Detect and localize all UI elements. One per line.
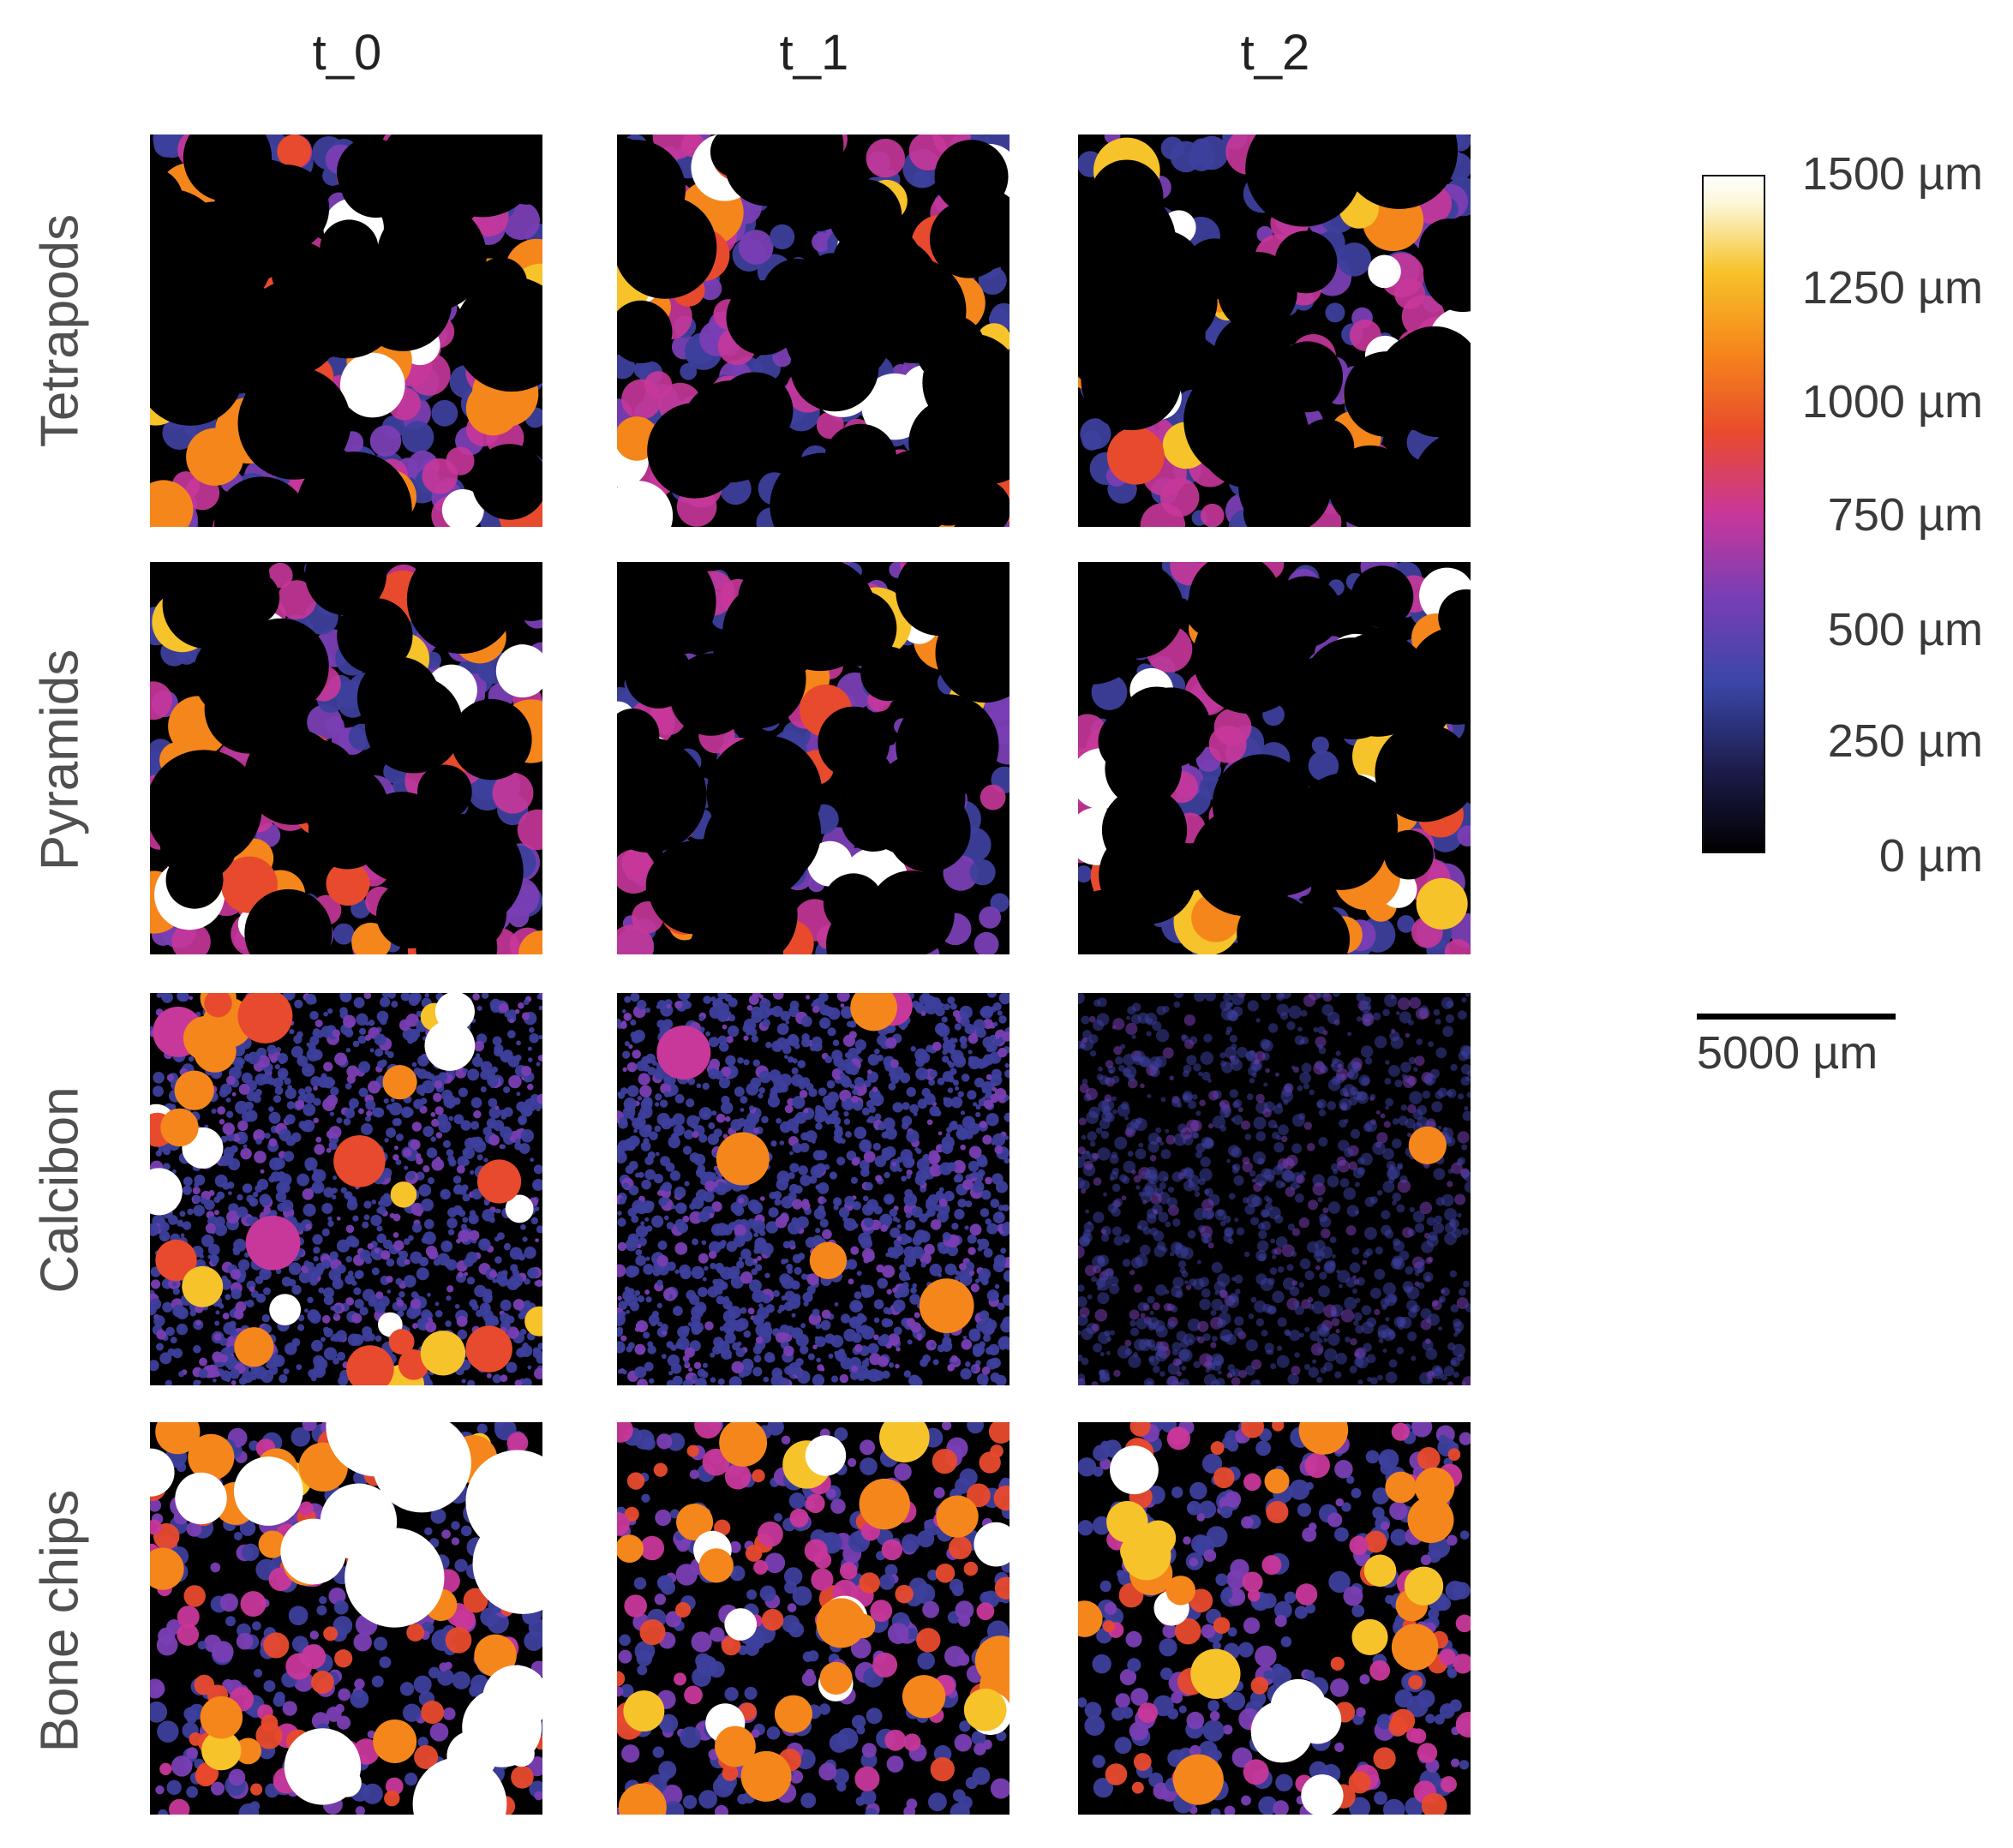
panel-pyramids-t1 [617, 562, 1009, 954]
panel-bone-chips-t0 [150, 1422, 542, 1815]
colorbar-tick-500: 500 µm [1827, 604, 1983, 655]
panel-bone-chips-t1 [617, 1422, 1009, 1815]
row-label-bone-chips: Bone chips [30, 1489, 90, 1753]
column-label-t1: t_1 [779, 25, 849, 81]
panel-tetrapods-t0 [150, 135, 542, 527]
panel-calcibon-t0 [150, 993, 542, 1385]
panel-calcibon-t2 [1078, 993, 1471, 1385]
scale-bar [1697, 1014, 1896, 1020]
colorbar-tick-1500: 1500 µm [1801, 148, 1983, 200]
panel-tetrapods-t1 [617, 135, 1009, 527]
row-label-calcibon: Calcibon [30, 1086, 90, 1294]
row-label-tetrapods: Tetrapods [30, 213, 90, 448]
column-label-t0: t_0 [312, 25, 382, 81]
colorbar-tick-1250: 1250 µm [1801, 262, 1983, 314]
colorbar-tick-750: 750 µm [1827, 489, 1983, 541]
panel-bone-chips-t2 [1078, 1422, 1471, 1815]
panel-pyramids-t2 [1078, 562, 1471, 954]
colorbar [1702, 175, 1765, 853]
row-label-pyramids: Pyramids [30, 649, 90, 871]
colorbar-tick-0: 0 µm [1878, 830, 1983, 882]
panel-pyramids-t0 [150, 562, 542, 954]
panel-tetrapods-t2 [1078, 135, 1471, 527]
scale-bar-label: 5000 µm [1697, 1027, 1878, 1079]
column-label-t2: t_2 [1240, 25, 1310, 81]
colorbar-tick-250: 250 µm [1827, 715, 1983, 767]
colorbar-tick-1000: 1000 µm [1801, 376, 1983, 428]
panel-calcibon-t1 [617, 993, 1009, 1385]
